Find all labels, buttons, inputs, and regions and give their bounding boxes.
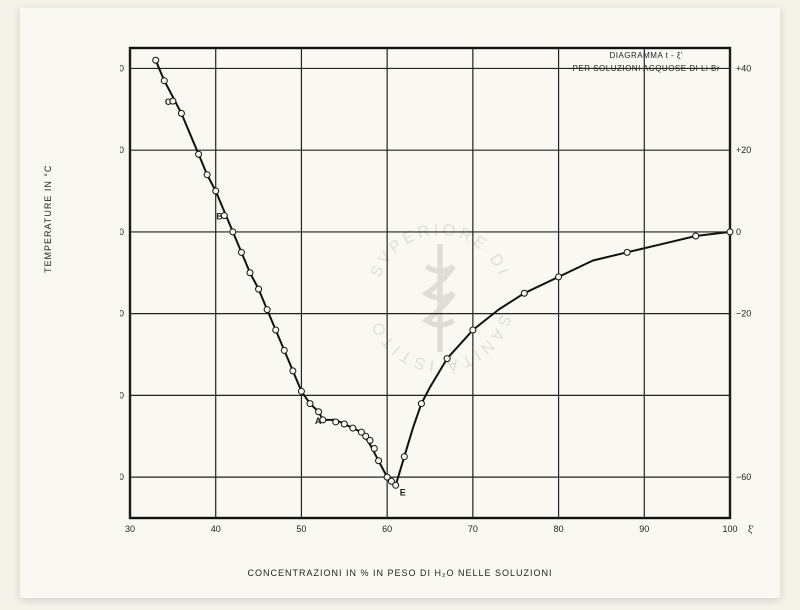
x-tick-label: 50 [296, 524, 306, 534]
data-marker [230, 229, 236, 235]
data-marker [316, 409, 322, 415]
data-marker [264, 307, 270, 313]
data-marker [341, 421, 347, 427]
y-tick-right: +20 [736, 145, 751, 155]
y-tick-left: −20 [120, 309, 124, 319]
y-tick-left: +40 [120, 63, 124, 73]
y-tick-right: −20 [736, 309, 751, 319]
plot-border [130, 48, 730, 518]
data-marker [213, 188, 219, 194]
data-marker [350, 425, 356, 431]
paper-sheet: TEMPERATURE IN °C DIAGRAMMA t - ξ' PER S… [20, 8, 780, 598]
data-marker [256, 286, 262, 292]
data-marker [401, 454, 407, 460]
data-marker [196, 151, 202, 157]
data-marker [238, 249, 244, 255]
data-marker [290, 368, 296, 374]
y-tick-right: 0 [736, 227, 741, 237]
x-tick-label: 100 [722, 524, 737, 534]
x-tick-label: 40 [211, 524, 221, 534]
data-marker [376, 458, 382, 464]
x-tick-label: 30 [125, 524, 135, 534]
data-marker [161, 78, 167, 84]
y-tick-right: +40 [736, 63, 751, 73]
y-tick-right: −60 [736, 472, 751, 482]
data-marker [470, 327, 476, 333]
chart-plot: 30 40 50 60 70 80 90 100 −60 −40 −20 0 +20 +40 −60 −20 0… [120, 38, 760, 548]
point-label: A [315, 416, 322, 426]
data-marker [521, 290, 527, 296]
data-marker [624, 249, 630, 255]
x-tick-label: 70 [468, 524, 478, 534]
data-marker [333, 419, 339, 425]
x-tick-label: 90 [639, 524, 649, 534]
data-marker [393, 482, 399, 488]
y-tick-left: −60 [120, 472, 124, 482]
data-marker [281, 347, 287, 353]
y-tick-left: +20 [120, 145, 124, 155]
data-marker [273, 327, 279, 333]
point-label: B [216, 212, 223, 222]
y-tick-left: −40 [120, 390, 124, 400]
data-marker [298, 388, 304, 394]
data-marker [556, 274, 562, 280]
x-symbol: ξ' [748, 524, 754, 534]
data-marker [367, 437, 373, 443]
data-marker [307, 401, 313, 407]
data-marker [727, 229, 733, 235]
data-marker [418, 401, 424, 407]
data-marker [444, 356, 450, 362]
data-marker [247, 270, 253, 276]
point-label: C [165, 97, 172, 107]
data-marker [371, 446, 377, 452]
data-marker [204, 172, 210, 178]
data-marker [178, 110, 184, 116]
data-marker [693, 233, 699, 239]
point-label: E [400, 487, 406, 497]
x-tick-label: 80 [554, 524, 564, 534]
y-tick-left: 0 [120, 227, 124, 237]
y-axis-label: TEMPERATURE IN °C [43, 165, 53, 273]
x-axis-label: CONCENTRAZIONI IN % IN PESO DI H₂O NELLE… [20, 568, 780, 578]
x-tick-label: 60 [382, 524, 392, 534]
data-marker [153, 57, 159, 63]
